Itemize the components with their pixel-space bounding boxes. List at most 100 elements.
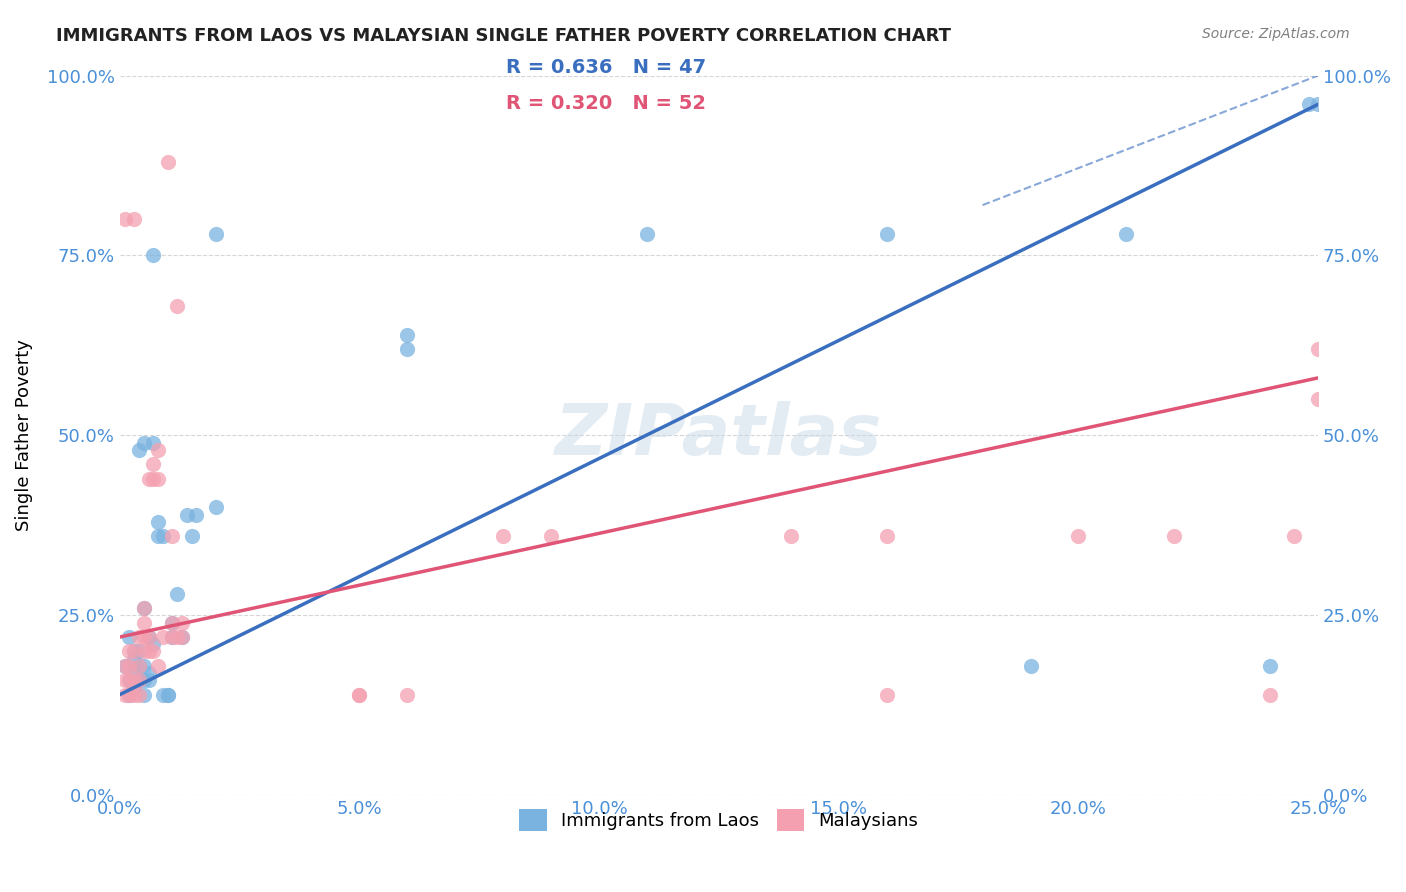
Point [132, 673, 155, 688]
Point [138, 630, 160, 644]
Point [152, 630, 174, 644]
Point [176, 508, 198, 522]
Point [132, 601, 155, 615]
Point [1258, 658, 1281, 673]
Point [114, 658, 136, 673]
Point [122, 651, 145, 665]
Point [138, 644, 160, 658]
Point [349, 688, 371, 702]
Point [118, 688, 141, 702]
Point [166, 299, 188, 313]
Point [396, 342, 419, 356]
Point [118, 673, 141, 688]
Point [138, 666, 160, 681]
Point [779, 529, 801, 543]
Point [114, 673, 136, 688]
Point [162, 615, 184, 630]
Text: Source: ZipAtlas.com: Source: ZipAtlas.com [1202, 27, 1350, 41]
Point [170, 630, 193, 644]
Point [138, 472, 160, 486]
Point [128, 673, 150, 688]
Point [118, 630, 141, 644]
Point [152, 688, 174, 702]
Point [1298, 97, 1320, 112]
Point [114, 658, 136, 673]
Point [170, 615, 193, 630]
Point [166, 630, 188, 644]
Point [142, 435, 165, 450]
Point [122, 666, 145, 681]
Point [138, 630, 160, 644]
Point [146, 442, 169, 457]
Point [138, 673, 160, 688]
Point [128, 673, 150, 688]
Point [114, 212, 136, 227]
Point [132, 630, 155, 644]
Point [122, 681, 145, 695]
Point [166, 587, 188, 601]
Point [142, 248, 165, 262]
Point [1067, 529, 1090, 543]
Point [146, 529, 169, 543]
Point [128, 630, 150, 644]
Point [170, 630, 193, 644]
Point [128, 658, 150, 673]
Point [122, 644, 145, 658]
Point [162, 615, 184, 630]
Text: IMMIGRANTS FROM LAOS VS MALAYSIAN SINGLE FATHER POVERTY CORRELATION CHART: IMMIGRANTS FROM LAOS VS MALAYSIAN SINGLE… [56, 27, 952, 45]
Y-axis label: Single Father Poverty: Single Father Poverty [15, 340, 32, 532]
Point [876, 688, 898, 702]
Point [204, 227, 226, 241]
Point [132, 644, 155, 658]
Point [204, 500, 226, 515]
Text: ZIPatlas: ZIPatlas [555, 401, 883, 470]
Point [118, 658, 141, 673]
Point [122, 644, 145, 658]
Point [396, 327, 419, 342]
Point [162, 630, 184, 644]
Point [146, 658, 169, 673]
Text: R = 0.320   N = 52: R = 0.320 N = 52 [506, 94, 706, 112]
Point [1308, 97, 1330, 112]
Point [876, 529, 898, 543]
Point [122, 688, 145, 702]
Point [186, 508, 208, 522]
Text: R = 0.636   N = 47: R = 0.636 N = 47 [506, 58, 706, 77]
Point [876, 227, 898, 241]
Point [396, 688, 419, 702]
Point [1258, 688, 1281, 702]
Point [132, 615, 155, 630]
Point [118, 644, 141, 658]
Point [142, 637, 165, 651]
Point [118, 673, 141, 688]
Point [156, 688, 179, 702]
Point [142, 457, 165, 471]
Point [1163, 529, 1185, 543]
Point [1308, 342, 1330, 356]
Point [636, 227, 658, 241]
Point [128, 688, 150, 702]
Point [156, 155, 179, 169]
Point [132, 601, 155, 615]
Point [122, 212, 145, 227]
Point [349, 688, 371, 702]
Point [146, 515, 169, 529]
Point [162, 529, 184, 543]
Point [162, 630, 184, 644]
Point [128, 644, 150, 658]
Point [122, 673, 145, 688]
Point [128, 442, 150, 457]
Point [128, 658, 150, 673]
Point [114, 688, 136, 702]
Point [118, 688, 141, 702]
Point [142, 472, 165, 486]
Point [142, 644, 165, 658]
Point [1282, 529, 1305, 543]
Point [1115, 227, 1137, 241]
Point [492, 529, 515, 543]
Point [132, 688, 155, 702]
Point [156, 688, 179, 702]
Point [146, 472, 169, 486]
Point [180, 529, 202, 543]
Point [132, 435, 155, 450]
